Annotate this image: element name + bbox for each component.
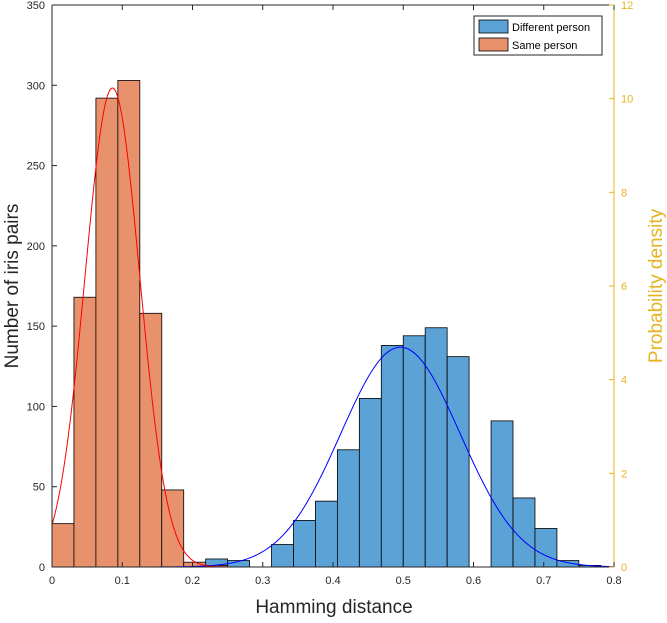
y-tick-label: 200 xyxy=(27,241,45,253)
y-tick-label: 250 xyxy=(27,161,45,173)
legend-swatch-same-person xyxy=(478,37,509,52)
bar-same-person-4 xyxy=(139,312,163,568)
y-tick-label: 100 xyxy=(27,401,45,413)
bar-different-person-8 xyxy=(402,335,426,568)
bar-different-person-6 xyxy=(358,397,382,568)
bar-different-person-2 xyxy=(271,544,294,568)
y2-tick-label: 10 xyxy=(621,94,633,106)
bar-different-person-5 xyxy=(336,449,360,568)
bar-same-person-1 xyxy=(73,296,97,568)
y2-tick-label: 8 xyxy=(621,187,627,199)
bar-different-person-4 xyxy=(315,500,338,568)
y2-tick-label: 0 xyxy=(621,562,627,574)
bars-layer xyxy=(51,80,602,568)
y2-tick-label: 2 xyxy=(621,468,627,480)
x-tick-label: 0.8 xyxy=(606,575,621,587)
y-tick-label: 0 xyxy=(39,562,45,574)
x-tick-label: 0.7 xyxy=(536,575,551,587)
bar-different-person-7 xyxy=(380,345,404,568)
legend-label-same-person: Same person xyxy=(512,40,577,52)
legend-label-different-person: Different person xyxy=(512,22,590,34)
y2-tick-label: 4 xyxy=(621,375,627,387)
bar-same-person-3 xyxy=(117,80,141,568)
x-tick-label: 0.4 xyxy=(325,575,340,587)
y-tick-label: 300 xyxy=(27,80,45,92)
bar-different-person-13 xyxy=(512,497,536,568)
y2-tick-label: 6 xyxy=(621,281,627,293)
y-axis-label: Number of iris pairs xyxy=(2,204,23,369)
bar-same-person-2 xyxy=(95,97,119,568)
bar-different-person-14 xyxy=(534,528,558,568)
y2-axis-label: Probability density xyxy=(646,208,667,363)
bar-different-person-12 xyxy=(490,420,514,568)
x-tick-label: 0.3 xyxy=(255,575,270,587)
legend-swatch-different-person xyxy=(478,19,509,34)
y-tick-label: 50 xyxy=(33,482,45,494)
bar-different-person-10 xyxy=(446,356,470,568)
y-tick-label: 350 xyxy=(27,0,45,12)
y-tick-label: 150 xyxy=(27,321,45,333)
bar-different-person-9 xyxy=(424,327,448,568)
x-tick-label: 0.5 xyxy=(396,575,411,587)
y2-tick-label: 12 xyxy=(621,0,633,12)
legend: Different person Same person xyxy=(473,15,603,56)
x-tick-label: 0.1 xyxy=(115,575,130,587)
bar-same-person-0 xyxy=(51,523,75,568)
bar-same-person-5 xyxy=(161,489,185,568)
axes-layer: 0 0.1 0.2 0.3 0.4 0.5 0.6 0.7 0.8050100150200250… xyxy=(27,0,634,587)
x-tick-label: 0.6 xyxy=(466,575,481,587)
x-tick-label: 0 xyxy=(49,575,55,587)
x-axis-label: Hamming distance xyxy=(255,597,412,618)
bar-different-person-3 xyxy=(293,520,316,568)
x-tick-label: 0.2 xyxy=(185,575,200,587)
